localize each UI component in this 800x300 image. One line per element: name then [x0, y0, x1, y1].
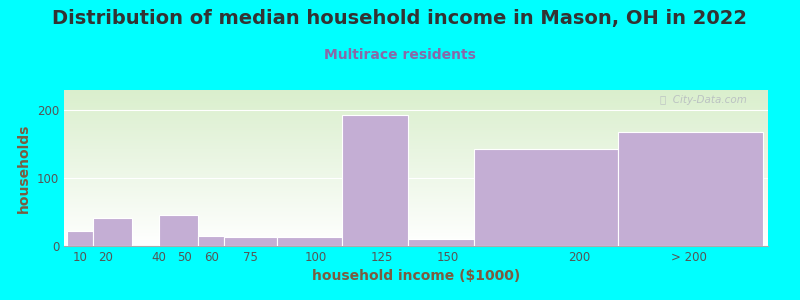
Text: Multirace residents: Multirace residents — [324, 48, 476, 62]
Bar — [93, 218, 132, 246]
Bar — [618, 132, 762, 246]
Bar — [198, 236, 224, 246]
Bar — [224, 237, 277, 246]
Bar — [408, 239, 474, 246]
Text: Distribution of median household income in Mason, OH in 2022: Distribution of median household income … — [53, 9, 747, 28]
Y-axis label: households: households — [18, 123, 31, 213]
Bar — [66, 231, 93, 246]
Bar — [342, 115, 408, 246]
Text: ⓘ  City-Data.com: ⓘ City-Data.com — [660, 95, 747, 105]
Bar — [277, 237, 342, 246]
Bar — [474, 149, 618, 246]
Bar — [158, 215, 198, 246]
X-axis label: household income ($1000): household income ($1000) — [312, 269, 520, 284]
